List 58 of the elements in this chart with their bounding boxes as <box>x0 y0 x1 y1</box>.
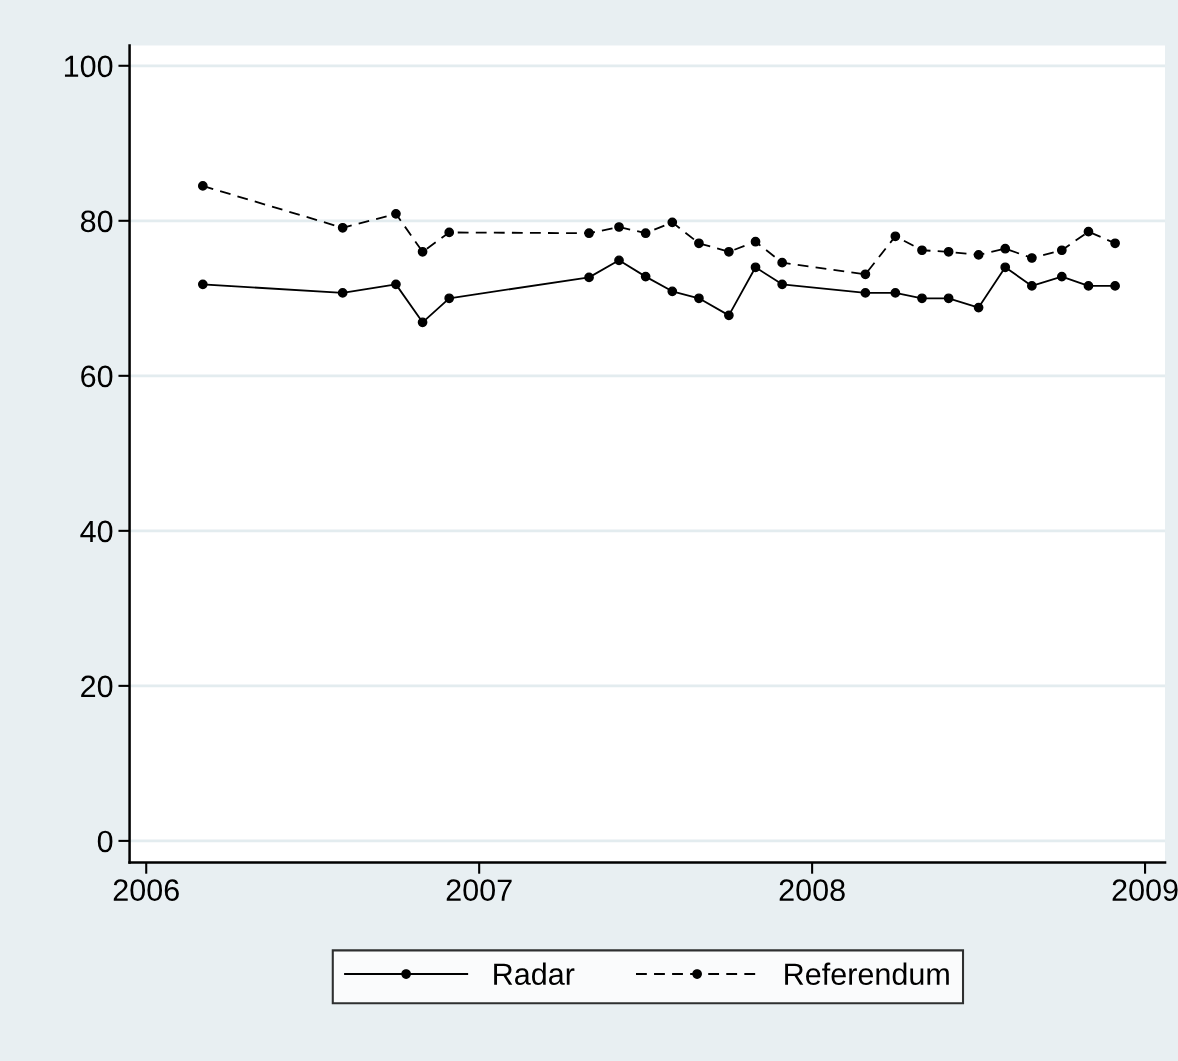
y-tick-label: 80 <box>80 210 113 233</box>
point <box>694 293 704 304</box>
point <box>917 245 927 256</box>
point <box>694 238 704 249</box>
point <box>1000 243 1011 254</box>
legend-label: Referendum <box>785 962 949 986</box>
y-tick-label: 100 <box>64 55 113 78</box>
point <box>417 317 428 328</box>
point <box>337 222 348 233</box>
point <box>1110 238 1120 249</box>
point <box>890 288 901 298</box>
x-tick-label: 2006 <box>113 879 179 902</box>
point <box>973 250 984 260</box>
point <box>197 279 208 290</box>
point <box>444 227 455 238</box>
point <box>1027 253 1037 263</box>
y-tick-label: 60 <box>81 365 113 388</box>
point <box>1027 281 1037 291</box>
point <box>667 286 678 297</box>
point <box>667 217 678 228</box>
point <box>391 208 401 219</box>
y-tick-label: 20 <box>81 675 113 698</box>
point <box>1000 262 1011 273</box>
point <box>417 246 428 257</box>
point <box>1110 281 1120 291</box>
point <box>444 293 455 304</box>
point <box>724 310 734 321</box>
point <box>614 222 624 232</box>
point <box>640 228 651 239</box>
point <box>1083 226 1094 237</box>
y-tick-label: 40 <box>80 520 113 543</box>
point <box>943 246 954 257</box>
point <box>943 293 954 304</box>
point <box>614 255 624 266</box>
point <box>584 228 594 239</box>
point <box>197 181 208 191</box>
legend-label: Radar <box>494 962 575 986</box>
point <box>890 231 901 242</box>
point <box>391 279 401 290</box>
point <box>724 246 734 257</box>
x-tick-label: 2007 <box>446 879 512 902</box>
point <box>777 279 788 290</box>
point <box>917 293 927 304</box>
x-tick-label: 2008 <box>779 879 845 902</box>
point <box>1056 271 1067 282</box>
point <box>1056 245 1067 256</box>
point <box>640 271 651 282</box>
x-tick-label: 2009 <box>1112 879 1178 902</box>
point <box>1083 281 1094 291</box>
point <box>584 272 594 283</box>
point <box>750 262 761 273</box>
point <box>860 288 871 298</box>
point <box>777 257 788 268</box>
point <box>337 288 348 298</box>
point <box>860 269 871 280</box>
point <box>750 236 761 247</box>
point <box>973 302 984 313</box>
y-tick-label: 0 <box>97 830 113 853</box>
